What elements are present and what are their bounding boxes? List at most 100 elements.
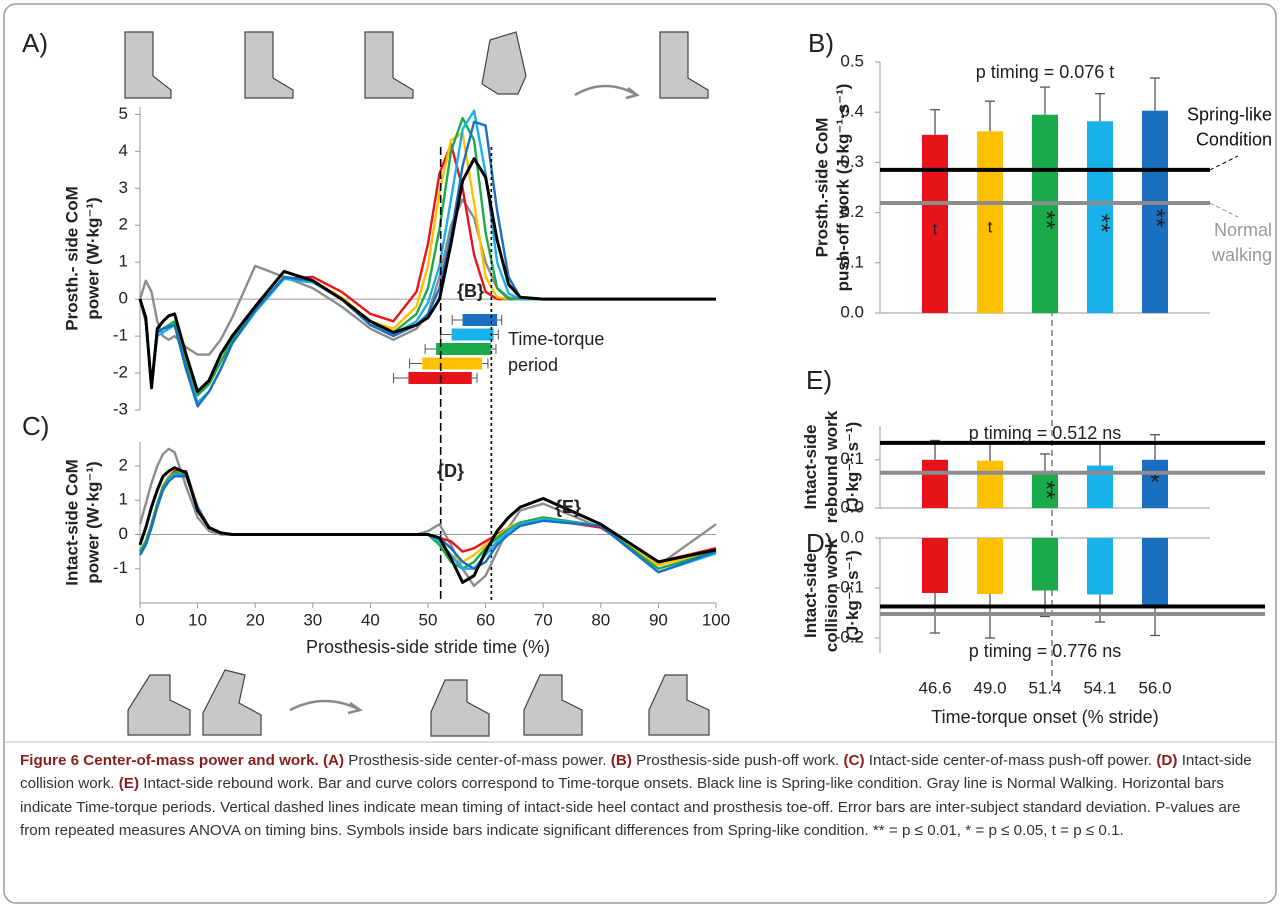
- y-tick-label: 1: [119, 490, 128, 509]
- significance-label: t: [988, 218, 993, 237]
- y-tick-label: 0.0: [840, 302, 864, 321]
- reference-label: Condition: [1196, 130, 1272, 150]
- series-line: [138, 471, 717, 570]
- chart-title: p timing = 0.512 ns: [969, 423, 1122, 443]
- foot-drawing: [430, 679, 490, 737]
- significance-label: **: [1033, 481, 1060, 500]
- bar: [977, 131, 1003, 313]
- y-tick-label: 0.5: [840, 51, 864, 70]
- period-bar: [462, 314, 498, 326]
- caption-text: Intact-side rebound work. Bar and curve …: [20, 775, 1241, 840]
- x-tick-label: 90: [649, 610, 668, 629]
- bar: [922, 459, 948, 508]
- series-line: [138, 198, 716, 356]
- bar: [1032, 538, 1058, 591]
- bar: [1142, 538, 1168, 606]
- series-line: [138, 475, 717, 574]
- caption: Figure 6 Center-of-mass power and work. …: [20, 749, 1262, 843]
- reference-label: Normal: [1214, 220, 1272, 240]
- panel-label: D): [806, 528, 833, 558]
- y-tick-label: 0.0: [840, 527, 864, 546]
- x-tick-label: 10: [188, 610, 207, 629]
- bar: [922, 538, 948, 593]
- period-bar: [436, 343, 491, 355]
- y-axis-title-line: Prosth.-side CoM: [813, 118, 832, 258]
- x-tick-label: 54.1: [1083, 678, 1116, 697]
- panel-label: A): [22, 28, 48, 58]
- series-line: [138, 447, 717, 588]
- bar: [1142, 110, 1168, 313]
- significance-label: **: [1143, 209, 1170, 228]
- y-axis-title-line: rebound work: [822, 410, 841, 523]
- sequence-arrow: [289, 699, 363, 715]
- series-line: [138, 157, 716, 393]
- y-tick-label: 5: [119, 104, 128, 123]
- y-axis-title: Intact-side collision work (J·kg⁻¹·s⁻¹): [801, 538, 862, 652]
- caption-text: Intact-side center-of-mass push-off powe…: [864, 752, 1157, 769]
- prosthesis-drawing: [244, 31, 294, 99]
- caption-bold: Figure 6 Center-of-mass power and work. …: [20, 752, 345, 769]
- y-axis-title-line: (J·kg⁻¹·s⁻¹): [843, 422, 862, 513]
- annotation: period: [508, 355, 558, 375]
- x-tick-label: 70: [534, 610, 553, 629]
- y-axis-title-line: Prosth.- side CoM: [63, 186, 82, 331]
- series-line: [138, 471, 717, 567]
- y-axis-title: Intact-side rebound work (J·kg⁻¹·s⁻¹): [801, 410, 862, 523]
- annotation: Time-torque: [508, 329, 604, 349]
- leader-line: [1209, 155, 1239, 171]
- caption-text: Prosthesis-side push-off work.: [631, 752, 844, 769]
- caption-text: Prosthesis-side center-of-mass power.: [344, 752, 611, 769]
- series-line: [138, 473, 717, 574]
- x-tick-label: 51.4: [1028, 678, 1061, 697]
- prosthesis-illustrations: [124, 31, 710, 737]
- x-tick-label: 56.0: [1138, 678, 1171, 697]
- bar: [977, 460, 1003, 508]
- y-tick-label: 0.4: [840, 102, 864, 121]
- y-axis-title-line: power (W·kg⁻¹): [84, 461, 103, 583]
- y-tick-label: 2: [119, 215, 128, 234]
- y-axis-title-line: power (W·kg⁻¹): [84, 197, 103, 319]
- period-bar: [422, 357, 483, 370]
- prosthesis-drawing: [659, 31, 709, 99]
- bar: [922, 134, 948, 313]
- y-tick-label: 0: [119, 289, 128, 308]
- y-tick-label: 2: [119, 455, 128, 474]
- y-axis-title-line: Intact-side: [801, 553, 820, 638]
- reference-label: Spring-like: [1187, 105, 1272, 125]
- y-axis-title: Intact-side CoM power (W·kg⁻¹): [63, 459, 103, 586]
- y-tick-label: 1: [119, 252, 128, 271]
- bar: [977, 538, 1003, 594]
- prosthesis-drawing: [124, 31, 172, 99]
- y-tick-label: 0.0: [840, 497, 864, 516]
- significance-label: **: [1088, 214, 1115, 233]
- y-tick-label: -1: [113, 326, 128, 345]
- x-tick-label: 40: [361, 610, 380, 629]
- foot-drawing: [127, 674, 191, 736]
- y-tick-label: 0.3: [840, 152, 864, 171]
- significance-label: *: [1150, 469, 1159, 496]
- caption-bold: (C): [843, 752, 865, 769]
- x-axis-title: Time-torque onset (% stride): [931, 707, 1158, 727]
- annotation: {D}: [437, 461, 464, 481]
- y-axis-title-line: Intact-side: [801, 424, 820, 509]
- frame: [3, 3, 1277, 904]
- prosthesis-drawing: [364, 31, 414, 99]
- bar: [1032, 471, 1058, 508]
- caption-bold: (D): [1156, 752, 1178, 769]
- x-tick-label: 20: [246, 610, 265, 629]
- y-tick-label: -3: [113, 399, 128, 418]
- chart-title: p timing = 0.076 t: [976, 62, 1115, 82]
- bar: [1032, 114, 1058, 314]
- significance-label: **: [1033, 211, 1060, 230]
- y-axis-title: Prosth.- side CoM power (W·kg⁻¹): [63, 186, 103, 331]
- caption-text: Intact-side collision work.: [20, 752, 1252, 793]
- foot-drawing: [648, 674, 710, 736]
- bar: [1142, 459, 1168, 508]
- x-tick-label: 60: [476, 610, 495, 629]
- panel-label: B): [808, 28, 834, 58]
- y-tick-label: -0.1: [835, 577, 864, 596]
- prosthesis-drawing: [481, 31, 527, 95]
- y-axis-title-line: collision work: [822, 538, 841, 652]
